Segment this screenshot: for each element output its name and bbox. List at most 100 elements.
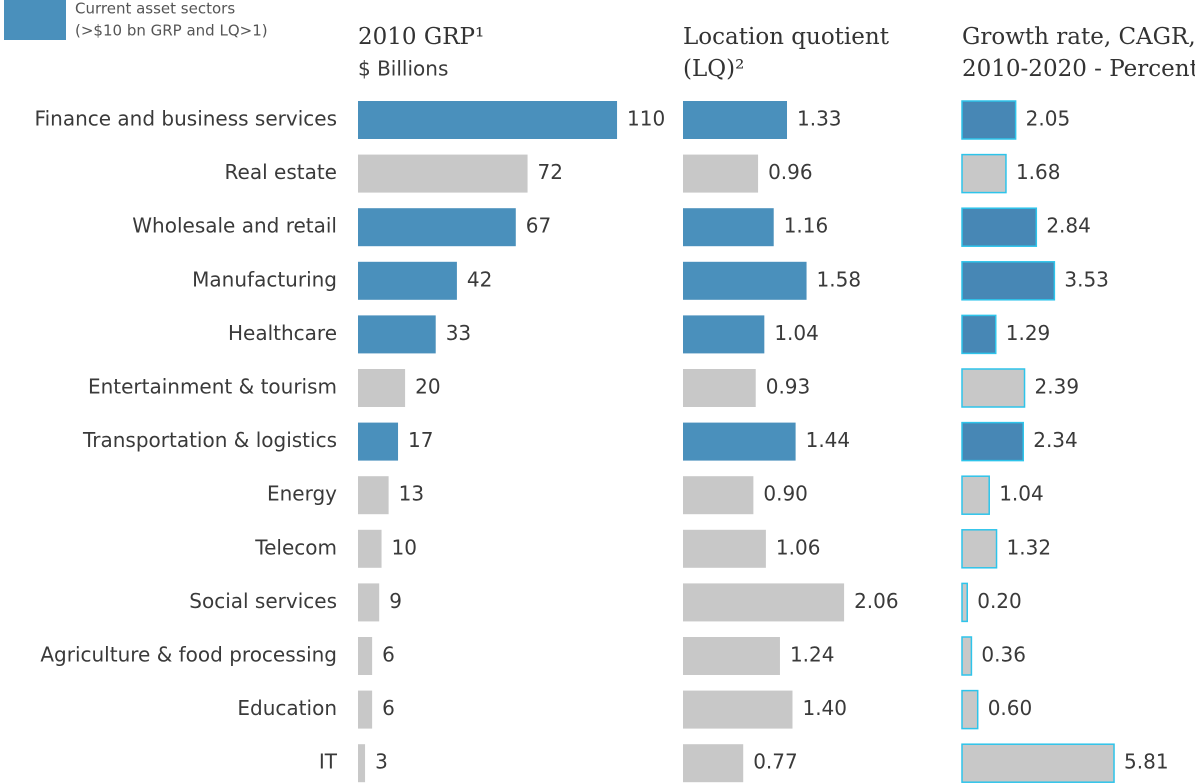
value-label: 3.53 bbox=[1064, 267, 1109, 291]
value-label: 5.81 bbox=[1124, 750, 1169, 774]
value-label: 1.44 bbox=[806, 428, 851, 452]
value-label: 110 bbox=[627, 107, 665, 131]
legend-line: Current asset sectors bbox=[75, 0, 235, 18]
category-label: Education bbox=[237, 696, 337, 720]
bar bbox=[358, 476, 389, 515]
bar bbox=[961, 100, 1017, 140]
bar bbox=[358, 315, 436, 354]
value-label: 0.77 bbox=[753, 750, 798, 774]
category-label: Telecom bbox=[254, 535, 337, 559]
category-label: Real estate bbox=[225, 160, 337, 184]
value-label: 1.33 bbox=[797, 107, 842, 131]
bar bbox=[683, 315, 765, 354]
bar bbox=[358, 637, 373, 675]
category-label: Manufacturing bbox=[192, 267, 337, 291]
bar bbox=[358, 208, 516, 247]
category-label: Transportation & logistics bbox=[82, 428, 337, 452]
panel-subtitle: 2010-2020 - Percent bbox=[962, 56, 1195, 82]
value-label: 0.60 bbox=[988, 696, 1033, 720]
value-label: 6 bbox=[382, 643, 395, 667]
value-label: 1.68 bbox=[1016, 160, 1061, 184]
value-label: 13 bbox=[399, 482, 424, 506]
value-label: 2.05 bbox=[1026, 107, 1071, 131]
panel-subtitle: $ Billions bbox=[358, 57, 448, 81]
bar bbox=[961, 529, 998, 569]
legend-swatch bbox=[4, 0, 66, 40]
category-label: Finance and business services bbox=[35, 107, 337, 131]
category-label: IT bbox=[319, 750, 338, 774]
legend-line: (>$10 bn GRP and LQ>1) bbox=[75, 22, 268, 40]
category-label: Agriculture & food processing bbox=[40, 643, 337, 667]
value-label: 20 bbox=[415, 375, 440, 399]
value-label: 1.32 bbox=[1007, 535, 1052, 559]
value-label: 1.24 bbox=[790, 643, 835, 667]
value-label: 0.36 bbox=[981, 643, 1026, 667]
category-label: Social services bbox=[189, 589, 337, 613]
value-label: 1.29 bbox=[1006, 321, 1051, 345]
category-label: Healthcare bbox=[228, 321, 337, 345]
bar bbox=[961, 689, 979, 730]
bar bbox=[683, 744, 744, 783]
value-label: 1.16 bbox=[784, 214, 829, 238]
bar bbox=[961, 636, 973, 676]
bar bbox=[683, 154, 759, 193]
bar bbox=[358, 369, 406, 407]
bar bbox=[683, 369, 756, 407]
bar bbox=[683, 422, 796, 461]
value-label: 2.39 bbox=[1035, 375, 1080, 399]
value-label: 6 bbox=[382, 696, 395, 720]
bar bbox=[961, 314, 997, 355]
value-label: 3 bbox=[375, 750, 388, 774]
bar bbox=[961, 743, 1115, 783]
value-label: 2.06 bbox=[854, 589, 899, 613]
bar bbox=[961, 582, 968, 623]
bar bbox=[961, 153, 1007, 194]
bar bbox=[683, 261, 807, 300]
value-label: 72 bbox=[538, 160, 563, 184]
panel-title: 2010 GRP¹ bbox=[358, 24, 484, 50]
panel-title: Growth rate, CAGR, bbox=[962, 24, 1195, 50]
value-label: 33 bbox=[446, 321, 471, 345]
value-label: 2.34 bbox=[1033, 428, 1078, 452]
value-label: 1.04 bbox=[774, 321, 819, 345]
bar bbox=[358, 101, 618, 139]
value-label: 9 bbox=[389, 589, 402, 613]
bar bbox=[358, 583, 380, 622]
value-label: 10 bbox=[392, 535, 417, 559]
bar bbox=[358, 744, 366, 783]
value-label: 67 bbox=[526, 214, 551, 238]
bar bbox=[961, 475, 990, 515]
value-label: 2.84 bbox=[1046, 214, 1091, 238]
value-label: 1.04 bbox=[999, 482, 1044, 506]
category-label: Entertainment & tourism bbox=[88, 375, 337, 399]
category-label: Energy bbox=[267, 482, 337, 506]
value-label: 1.58 bbox=[817, 267, 862, 291]
bar bbox=[683, 637, 780, 675]
value-label: 0.90 bbox=[763, 482, 808, 506]
bar bbox=[358, 261, 457, 300]
bar bbox=[961, 368, 1026, 408]
value-label: 1.40 bbox=[802, 696, 847, 720]
bar bbox=[683, 101, 788, 139]
bar bbox=[961, 207, 1038, 247]
bar bbox=[683, 208, 774, 247]
bar bbox=[961, 421, 1024, 462]
bar bbox=[358, 529, 382, 568]
bar bbox=[358, 154, 528, 193]
bar bbox=[683, 583, 845, 622]
bar bbox=[683, 529, 766, 568]
category-label: Wholesale and retail bbox=[132, 214, 337, 238]
value-label: 0.20 bbox=[977, 589, 1022, 613]
value-label: 1.06 bbox=[776, 535, 821, 559]
value-label: 0.96 bbox=[768, 160, 813, 184]
panel-title: Location quotient bbox=[683, 24, 890, 50]
bar bbox=[683, 690, 793, 729]
bar bbox=[961, 261, 1056, 301]
bar bbox=[358, 690, 373, 729]
panel-subtitle: (LQ)² bbox=[683, 56, 744, 82]
bar bbox=[358, 422, 399, 461]
bar bbox=[683, 476, 754, 515]
value-label: 42 bbox=[467, 267, 492, 291]
value-label: 0.93 bbox=[766, 375, 811, 399]
